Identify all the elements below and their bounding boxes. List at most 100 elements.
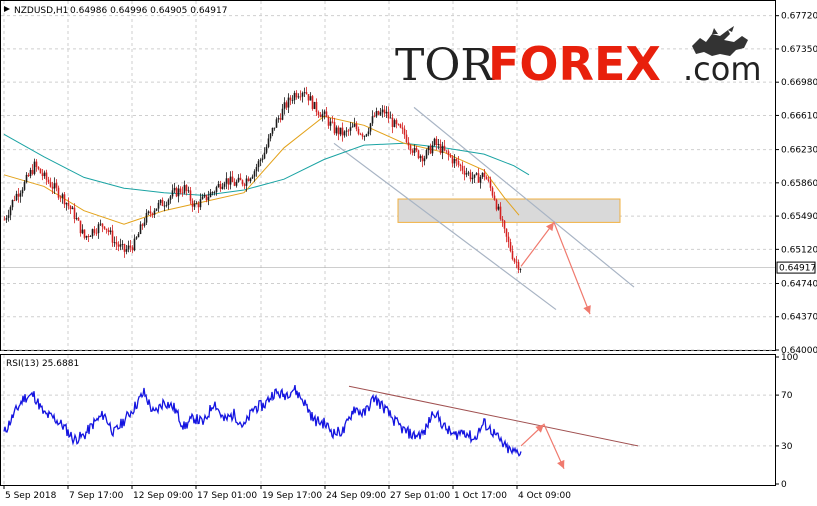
candle-body <box>389 117 392 119</box>
candle-body <box>333 122 336 134</box>
candle-body <box>193 203 196 207</box>
candle-body <box>209 192 212 198</box>
candle-body <box>85 235 88 238</box>
candle-body <box>421 156 424 162</box>
candle-body <box>123 244 126 252</box>
candle-body <box>339 127 342 135</box>
candle-body <box>513 259 516 262</box>
candle-body <box>377 111 380 115</box>
candle-body <box>467 172 470 174</box>
candle-body <box>121 244 124 245</box>
candle-body <box>21 189 24 194</box>
candle-body <box>151 213 154 215</box>
candle-body <box>213 192 216 193</box>
candle-body <box>489 180 492 188</box>
candle-body <box>205 194 208 200</box>
candle-body <box>145 212 148 223</box>
candle-body <box>99 223 102 225</box>
candle-body <box>387 111 390 119</box>
candle-body <box>147 211 150 213</box>
candle-body <box>501 219 504 221</box>
candle-body <box>161 199 164 206</box>
candle-body <box>473 174 476 178</box>
candle-body <box>447 151 450 156</box>
candle-body <box>289 97 292 101</box>
candle-body <box>371 116 374 124</box>
candle-body <box>247 178 250 182</box>
time-tick-label: 19 Sep 17:00 <box>262 491 322 501</box>
rsi-tick-label: 100 <box>781 353 798 363</box>
candle-body <box>245 178 248 186</box>
rsi-line <box>3 384 522 457</box>
candle-body <box>355 124 358 129</box>
candle-body <box>469 172 472 180</box>
candle-body <box>137 233 140 238</box>
price-tick-label: 0.67720 <box>781 12 817 22</box>
price-forecast-arrow-path <box>520 221 591 315</box>
candle-body <box>357 128 360 134</box>
candle-body <box>415 147 418 151</box>
rsi-label: RSI(13) 25.6881 <box>6 359 79 369</box>
rsi-tick-label: 0 <box>781 480 787 490</box>
candle-body <box>67 202 70 206</box>
candle-body <box>231 176 234 183</box>
candle-body <box>81 229 84 234</box>
candle-body <box>441 145 444 154</box>
candle-body <box>163 205 166 207</box>
candle-body <box>7 215 10 218</box>
candle-body <box>487 179 490 181</box>
rsi-forecast-arrow-head <box>535 424 544 433</box>
candle-body <box>353 124 356 127</box>
candle-body <box>41 173 44 177</box>
candle-body <box>461 165 464 171</box>
candle-body <box>517 262 520 270</box>
candle-body <box>241 180 244 185</box>
candle-body <box>141 224 144 226</box>
channel-layer <box>333 106 635 311</box>
candle-body <box>257 161 260 168</box>
current-price-marker: 0.64917 <box>776 261 816 274</box>
candle-body <box>457 161 460 165</box>
candle-body <box>505 228 508 237</box>
candle-body <box>411 150 414 153</box>
candle-body <box>73 207 76 219</box>
rsi-grid <box>1 355 775 485</box>
candle-body <box>285 102 288 108</box>
candle-body <box>185 185 188 191</box>
price-tick-label: 0.67350 <box>781 45 817 55</box>
candle-body <box>435 138 438 145</box>
candle-body <box>179 188 182 193</box>
candle-body <box>125 249 128 252</box>
candle-body <box>381 109 384 113</box>
candle-body <box>453 159 456 164</box>
candle-body <box>383 109 386 114</box>
candle-body <box>49 182 52 187</box>
candle-body <box>37 166 40 169</box>
candle-body <box>515 261 518 263</box>
candle-body <box>207 197 210 200</box>
candle-body <box>111 230 114 243</box>
candle-body <box>297 96 300 98</box>
candle-body <box>341 127 344 136</box>
candle-body <box>15 193 18 201</box>
candle-body <box>405 134 408 143</box>
time-tick-label: 12 Sep 09:00 <box>133 491 193 501</box>
candle-body <box>483 172 486 178</box>
candle-body <box>211 192 214 194</box>
rsi-tick-label: 30 <box>781 442 793 452</box>
candle-body <box>399 124 402 128</box>
candle-body <box>301 92 304 97</box>
candle-body <box>335 127 338 134</box>
main-grid <box>1 1 775 351</box>
candle-body <box>131 247 134 251</box>
candle-body <box>477 173 480 183</box>
candle-body <box>409 145 412 151</box>
candle-body <box>29 170 32 177</box>
candle-body <box>445 150 448 152</box>
candle-body <box>249 178 252 182</box>
candle-body <box>45 172 48 180</box>
candle-body <box>33 161 36 174</box>
candle-body <box>17 193 20 197</box>
zone-layer <box>397 198 621 223</box>
